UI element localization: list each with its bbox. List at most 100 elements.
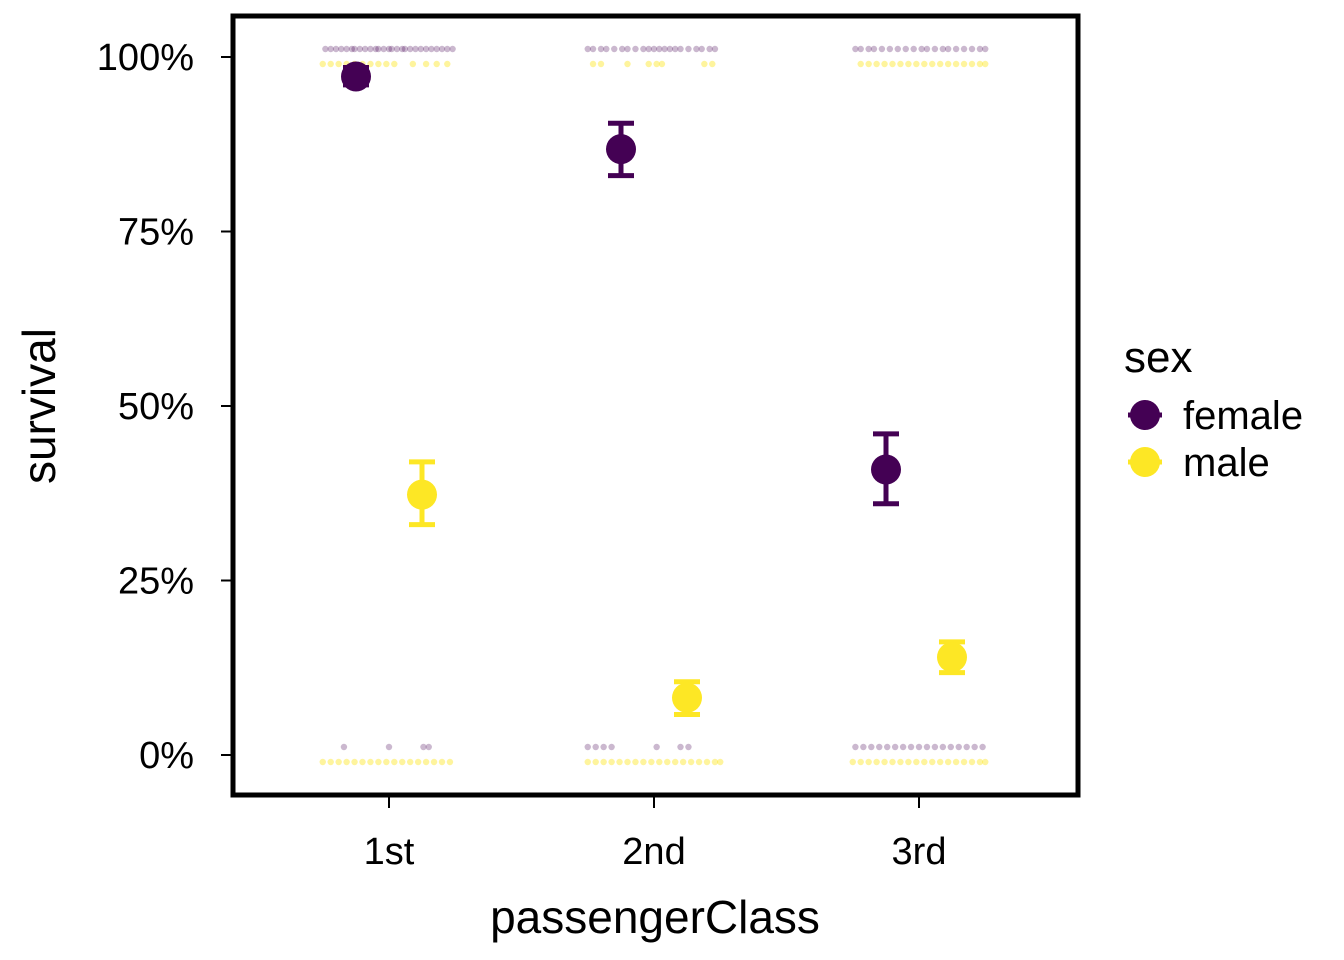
raw-observation-point <box>385 45 393 53</box>
raw-observation-point <box>340 743 348 751</box>
raw-observation-point <box>372 45 379 53</box>
raw-observation-point <box>672 758 679 766</box>
raw-observation-point <box>438 45 446 53</box>
raw-observation-point <box>422 60 430 68</box>
raw-observation-point <box>873 758 880 766</box>
raw-observation-point <box>711 758 719 766</box>
raw-observation-point <box>624 45 631 53</box>
raw-observation-point <box>982 60 989 68</box>
raw-observation-point <box>327 758 334 766</box>
raw-observation-point <box>417 45 424 53</box>
x-axis: 1st 2nd 3rd <box>364 795 947 873</box>
raw-observation-point <box>412 45 419 53</box>
y-axis-title: survival <box>13 328 65 484</box>
raw-observation-point <box>937 60 944 68</box>
raw-observation-point <box>868 743 875 751</box>
raw-observation-point <box>897 758 904 766</box>
raw-observation-point <box>931 45 939 53</box>
summary-layer <box>341 61 967 718</box>
raw-observation-point <box>351 45 358 53</box>
raw-observation-point <box>910 45 917 53</box>
raw-observation-point <box>899 743 907 751</box>
raw-observation-point <box>589 45 597 53</box>
survival-point <box>606 134 636 165</box>
raw-observation-point <box>685 45 692 53</box>
raw-observation-point <box>393 45 401 53</box>
raw-observation-point <box>979 743 986 751</box>
raw-observation-point <box>385 743 393 751</box>
raw-observation-point <box>706 45 713 53</box>
raw-observation-point <box>886 45 894 53</box>
raw-observation-point <box>968 60 976 68</box>
raw-observation-point <box>383 758 390 766</box>
raw-observation-point <box>335 60 342 68</box>
raw-observation-point <box>367 45 374 53</box>
raw-observation-point <box>960 45 968 53</box>
raw-observation-point <box>327 60 334 68</box>
raw-observation-point <box>870 45 878 53</box>
x-tick-label: 3rd <box>892 831 947 873</box>
raw-observation-point <box>971 743 978 751</box>
raw-observation-point <box>982 45 989 53</box>
raw-observation-point <box>666 45 674 53</box>
raw-observation-point <box>976 758 984 766</box>
raw-observation-point <box>976 60 984 68</box>
y-axis: 0% 25% 50% 75% 100% <box>97 37 233 777</box>
raw-observation-point <box>944 758 952 766</box>
raw-observation-point <box>687 758 695 766</box>
legend-title: sex <box>1124 333 1192 382</box>
raw-observation-point <box>902 45 909 53</box>
raw-observation-point <box>343 758 350 766</box>
raw-observation-point <box>944 60 952 68</box>
survival-point <box>672 682 702 713</box>
raw-observation-point <box>608 758 615 766</box>
raw-observation-point <box>947 743 954 751</box>
raw-observation-point <box>332 45 340 53</box>
raw-observation-point <box>921 60 928 68</box>
raw-observation-point <box>624 758 631 766</box>
raw-observation-point <box>701 60 708 68</box>
raw-observation-point <box>391 758 398 766</box>
raw-observation-point <box>698 45 705 53</box>
raw-observation-point <box>918 45 925 53</box>
raw-observation-point <box>881 758 888 766</box>
raw-observation-point <box>409 60 417 68</box>
raw-observation-point <box>597 60 605 68</box>
raw-observation-point <box>860 743 867 751</box>
legend-key-point <box>1130 447 1160 477</box>
raw-observation-point <box>889 758 896 766</box>
raw-observation-point <box>873 60 880 68</box>
raw-observation-point <box>351 758 358 766</box>
raw-observation-point <box>891 743 899 751</box>
raw-observation-point <box>963 743 970 751</box>
raw-observation-point <box>401 45 409 53</box>
raw-observation-point <box>939 743 947 751</box>
raw-observation-point <box>960 758 968 766</box>
raw-observation-point <box>446 758 454 766</box>
legend-key-point <box>1130 400 1160 430</box>
raw-observation-point <box>849 758 856 766</box>
raw-observation-point <box>407 758 414 766</box>
raw-observation-point <box>430 758 438 766</box>
raw-observation-point <box>632 45 639 53</box>
raw-observation-point <box>897 60 904 68</box>
raw-observation-point <box>878 45 886 53</box>
raw-observation-point <box>407 45 414 53</box>
raw-observation-point <box>584 45 591 53</box>
raw-observation-point <box>915 743 923 751</box>
y-tick-label: 100% <box>97 37 194 79</box>
raw-observation-point <box>653 743 660 751</box>
raw-observation-point <box>852 743 859 751</box>
raw-observation-point <box>422 758 430 766</box>
raw-observation-point <box>982 758 989 766</box>
raw-observation-point <box>608 743 615 751</box>
raw-observation-point <box>939 45 947 53</box>
legend-item-male: male <box>1128 441 1270 485</box>
raw-observation-point <box>335 758 342 766</box>
raw-observation-point <box>876 743 883 751</box>
raw-observation-point <box>693 45 700 53</box>
raw-observation-point <box>640 45 647 53</box>
raw-observation-point <box>611 45 618 53</box>
raw-observation-point <box>944 45 952 53</box>
raw-observation-point <box>428 45 435 53</box>
